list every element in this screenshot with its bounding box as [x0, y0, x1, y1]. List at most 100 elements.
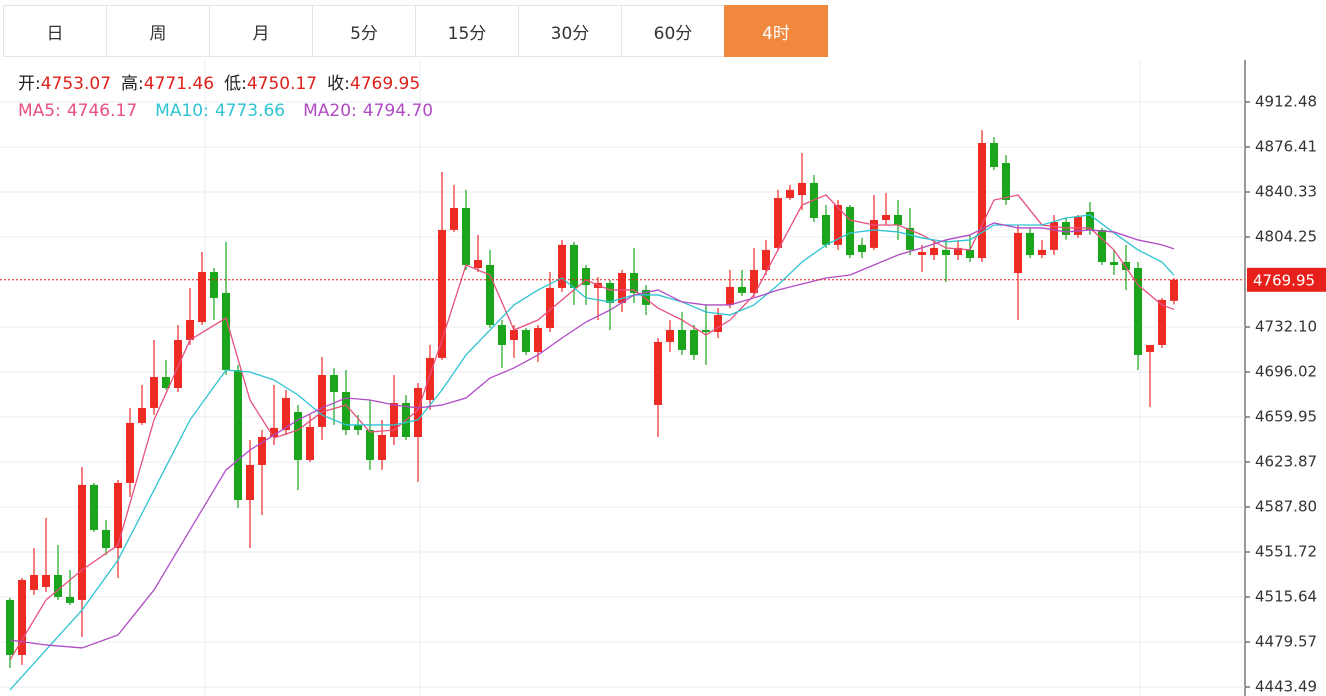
candle-body: [270, 427, 278, 438]
candle-body: [438, 229, 446, 358]
candle-body: [246, 464, 254, 501]
y-tick-label: 4479.57: [1255, 633, 1317, 651]
candle-body: [750, 269, 758, 293]
candle-body: [222, 292, 230, 371]
candle-body: [954, 247, 962, 256]
candle-body: [138, 407, 146, 423]
candle-body: [1134, 268, 1142, 355]
candle-body: [906, 227, 914, 250]
candle-body: [102, 529, 110, 549]
candle-body: [1086, 211, 1094, 230]
candle-body: [78, 484, 86, 600]
candle-body: [42, 574, 50, 587]
tab[interactable]: 30分: [518, 5, 622, 57]
candle-body: [414, 387, 422, 438]
ma-row: MA5: 4746.17 MA10: 4773.66 MA20: 4794.70: [18, 98, 451, 125]
legend-name: MA5:: [18, 101, 61, 121]
candle-body: [546, 287, 554, 328]
candle-body: [942, 249, 950, 256]
tab[interactable]: 5分: [312, 5, 416, 57]
info-value: 4771.46: [143, 74, 215, 94]
info-value: 4769.95: [349, 74, 421, 94]
tab[interactable]: 4时: [724, 5, 828, 57]
candle-body: [426, 357, 434, 400]
candle-body: [570, 244, 578, 288]
candle-body: [234, 370, 242, 501]
candle-body: [66, 596, 74, 603]
candle-body: [6, 599, 14, 655]
candle-body: [306, 426, 314, 460]
candle-body: [642, 289, 650, 305]
y-tick-label: 4587.80: [1255, 497, 1317, 515]
candle-body: [558, 244, 566, 288]
candle-body: [798, 182, 806, 196]
info-label: 开:: [18, 74, 41, 94]
last-price-label: 4769.95: [1253, 271, 1315, 289]
candle-body: [462, 208, 470, 266]
candle-body: [162, 377, 170, 388]
candle-body: [366, 430, 374, 460]
y-tick-label: 4659.95: [1255, 407, 1317, 425]
info-label: 低:: [224, 74, 247, 94]
candle-body: [534, 327, 542, 352]
candle-body: [882, 214, 890, 220]
candle-body: [834, 205, 842, 245]
candle-body: [1146, 344, 1154, 352]
legend-name: MA20:: [303, 101, 357, 121]
candle-body: [606, 282, 614, 303]
y-tick-label: 4443.49: [1255, 678, 1317, 696]
candle-body: [1038, 249, 1046, 256]
candle-body: [54, 574, 62, 597]
candle-body: [258, 437, 266, 465]
candle-body: [894, 214, 902, 225]
tab[interactable]: 周: [106, 5, 210, 57]
info-panel: 开:4753.07 高:4771.46 低:4750.17 收:4769.95 MA5:…: [18, 71, 451, 125]
candle-body: [330, 375, 338, 392]
candle-body: [498, 325, 506, 345]
candle-body: [474, 260, 482, 269]
candle-body: [522, 329, 530, 352]
tab[interactable]: 月: [209, 5, 313, 57]
info-value: 4753.07: [40, 74, 112, 94]
candle-body: [690, 329, 698, 355]
candle-body: [342, 391, 350, 431]
candle-body: [846, 207, 854, 256]
candle-body: [726, 286, 734, 305]
candle-body: [510, 329, 518, 340]
y-tick-label: 4623.87: [1255, 453, 1317, 471]
legend-name: MA10:: [155, 101, 209, 121]
candle-body: [378, 435, 386, 460]
candle-body: [666, 329, 674, 342]
candle-body: [1098, 229, 1106, 263]
y-tick-label: 4840.33: [1255, 182, 1317, 200]
candle-body: [318, 375, 326, 427]
info-label: 收:: [327, 74, 350, 94]
candle-body: [390, 402, 398, 438]
candle-body: [990, 143, 998, 167]
ma-line: [9, 214, 1175, 691]
candle-body: [486, 265, 494, 326]
candle-body: [198, 271, 206, 323]
candle-body: [150, 377, 158, 408]
y-tick-label: 4912.48: [1255, 92, 1317, 110]
ohlc-row: 开:4753.07 高:4771.46 低:4750.17 收:4769.95: [18, 71, 451, 98]
candle-body: [174, 339, 182, 388]
candle-body: [582, 268, 590, 285]
candle-body: [678, 329, 686, 350]
info-value: 4750.17: [246, 74, 318, 94]
tab[interactable]: 15分: [415, 5, 519, 57]
candle-body: [1026, 232, 1034, 256]
tab[interactable]: 日: [3, 5, 107, 57]
candle-body: [30, 574, 38, 590]
candle-body: [1110, 262, 1118, 266]
candle-body: [450, 208, 458, 230]
candle-body: [762, 249, 770, 270]
candle-body: [930, 247, 938, 256]
tab[interactable]: 60分: [621, 5, 725, 57]
candle-body: [702, 329, 710, 332]
legend-value: 4746.17: [66, 101, 138, 121]
y-tick-label: 4732.10: [1255, 318, 1317, 336]
candle-body: [918, 252, 926, 256]
candle-body: [966, 249, 974, 259]
